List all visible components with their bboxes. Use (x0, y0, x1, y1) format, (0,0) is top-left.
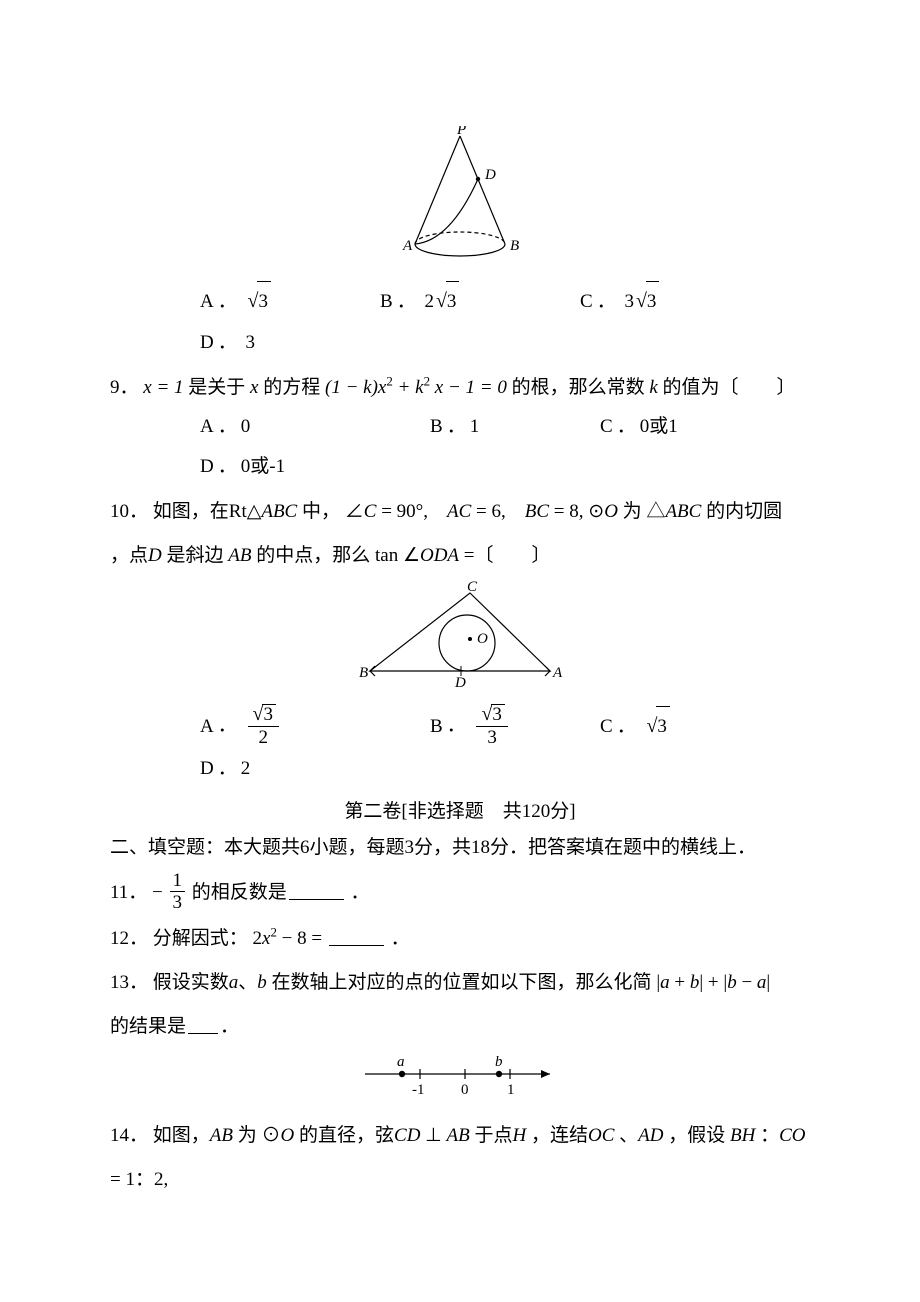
q12-blank (329, 925, 384, 946)
label-C: C (467, 581, 478, 595)
q9-opt-A: A．0 (200, 407, 430, 447)
q11: 11． − 1 3 的相反数是 ． (110, 873, 810, 914)
number-line-svg: -1 0 1 a b (355, 1052, 565, 1102)
q8-opt-A: A． √3 (200, 281, 380, 323)
part2-title: 第二卷[非选择题 共120分] (110, 796, 810, 823)
q8-figure: P D A B (110, 126, 810, 271)
q11-blank (289, 879, 344, 900)
q9-opt-C: C．0或1 (600, 407, 740, 447)
section2-intro: 二、填空题：本大题共6小题，每题3分，共18分．把答案填在题中的横线上． (110, 829, 810, 867)
q8-options: A． √3 B． 2√3 C． 3√3 D． 3 (200, 281, 810, 363)
q8-opt-B: B． 2√3 (380, 281, 580, 323)
exam-page: P D A B A． √3 B． 2√3 C． 3√3 D． 3 9． x = … (0, 0, 920, 1302)
cone-svg: P D A B (385, 126, 535, 266)
q10: 10． 如图，在Rt△ABC 中， ∠C = 90°, AC = 6, BC =… (110, 493, 810, 531)
q10-opt-D: D．2 (200, 749, 380, 789)
svg-text:b: b (495, 1054, 503, 1070)
svg-text:0: 0 (461, 1082, 469, 1098)
q12: 12． 分解因式： 2x2 − 8 = ． (110, 920, 810, 958)
q13-blank (188, 1013, 218, 1034)
q8-opt-D: D． 3 (200, 323, 380, 363)
q10-opt-A: A． √3 2 (200, 706, 430, 749)
label-D2: D (454, 675, 466, 691)
label-O: O (477, 631, 488, 647)
label-A2: A (552, 665, 563, 681)
q14: 14． 如图，AB 为 ⊙O 的直径，弦CD ⊥ AB 于点H ，连结OC 、A… (110, 1117, 810, 1155)
label-D: D (484, 167, 496, 183)
svg-text:a: a (397, 1054, 405, 1070)
label-B: B (510, 238, 519, 254)
svg-text:-1: -1 (412, 1082, 425, 1098)
q9-options: A．0 B．1 C．0或1 D．0或-1 (200, 407, 810, 487)
q13-line2: 的结果是． (110, 1008, 810, 1046)
label-P: P (456, 126, 466, 138)
q8-opt-C: C． 3√3 (580, 281, 740, 323)
q13-figure: -1 0 1 a b (110, 1052, 810, 1107)
svg-text:1: 1 (507, 1082, 515, 1098)
label-B2: B (359, 665, 368, 681)
q9: 9． x = 1 是关于 x 的方程 (1 − k)x2 + k2 x − 1 … (110, 369, 810, 407)
q10-line2: ，点D 是斜边 AB 的中点，那么 tan ∠ODA =〔 〕 (110, 537, 810, 575)
q14-line2: = 1：2, (110, 1161, 810, 1199)
q9-opt-B: B．1 (430, 407, 600, 447)
q10-opt-C: C． √3 (600, 706, 740, 749)
label-A: A (402, 238, 413, 254)
q10-opt-B: B． √3 3 (430, 706, 600, 749)
triangle-incircle-svg: C O B A D (355, 581, 565, 691)
q10-options: A． √3 2 B． √3 3 C． √3 D．2 (200, 706, 810, 789)
q13: 13． 假设实数a、b 在数轴上对应的点的位置如以下图，那么化简 |a + b|… (110, 964, 810, 1002)
q9-opt-D: D．0或-1 (200, 447, 380, 487)
q10-figure: C O B A D (110, 581, 810, 696)
